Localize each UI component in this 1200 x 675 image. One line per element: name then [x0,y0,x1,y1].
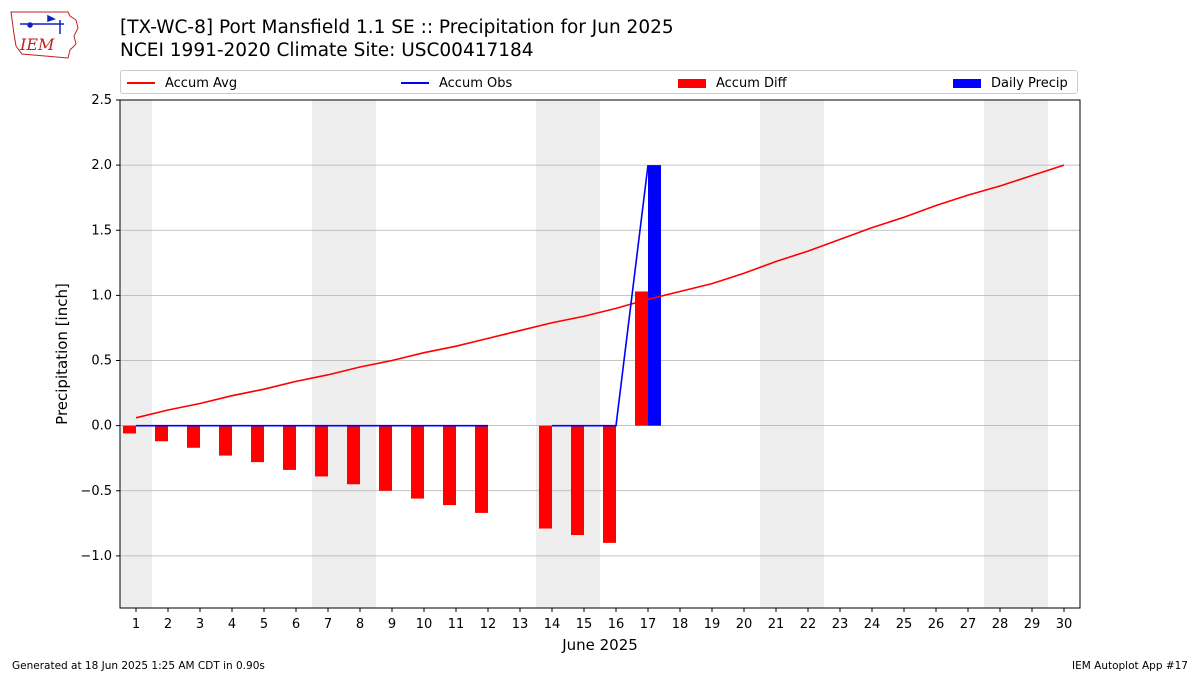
x-tick-label-28: 28 [992,617,1009,632]
weekend-shade-day-28 [984,100,1016,608]
x-axis-label: June 2025 [561,636,638,654]
x-tick-label-22: 22 [800,617,817,632]
legend-swatch-accum-avg [127,82,155,84]
accum-diff-bar-day-16 [603,425,616,543]
accum-diff-bar-day-15 [571,425,584,536]
x-tick-label-14: 14 [544,617,561,632]
x-tick-label-6: 6 [292,617,300,632]
x-tick-label-16: 16 [608,617,625,632]
x-tick-label-4: 4 [228,617,236,632]
x-tick-label-12: 12 [480,617,497,632]
accum-diff-bar-day-1 [123,425,136,434]
accum-diff-bar-day-4 [219,425,232,456]
legend-swatch-daily-precip [953,78,981,88]
x-tick-label-9: 9 [388,617,396,632]
x-tick-label-26: 26 [928,617,945,632]
x-tick-label-25: 25 [896,617,913,632]
weekend-shade-day-22 [792,100,824,608]
x-tick-label-27: 27 [960,617,977,632]
x-tick-label-5: 5 [260,617,268,632]
accum-diff-bar-day-11 [443,425,456,506]
legend-label-accum-obs: Accum Obs [439,75,513,91]
accum-diff-bar-day-10 [411,425,424,499]
x-tick-label-24: 24 [864,617,881,632]
y-tick-label-4: 1.0 [91,288,112,303]
weekend-shade-day-21 [760,100,792,608]
accum-diff-bar-day-3 [187,425,200,448]
accum-diff-bar-day-7 [315,425,328,477]
y-axis-label: Precipitation [inch] [53,283,71,425]
x-tick-label-8: 8 [356,617,364,632]
logo-text: IEM [19,35,55,54]
accum-diff-bar-day-17 [635,291,648,426]
x-tick-label-23: 23 [832,617,849,632]
y-tick-label-2: 0.0 [91,419,112,434]
weekend-shade-day-1 [120,100,152,608]
accum-diff-bar-day-8 [347,425,360,485]
legend-label-daily-precip: Daily Precip [991,75,1068,91]
x-tick-label-19: 19 [704,617,721,632]
x-tick-label-13: 13 [512,617,529,632]
x-tick-label-15: 15 [576,617,593,632]
y-tick-label-5: 1.5 [91,223,112,238]
legend-swatch-accum-obs [401,82,429,84]
legend-item-accum-avg: Accum Avg [127,74,237,92]
x-tick-label-30: 30 [1056,617,1073,632]
x-tick-label-18: 18 [672,617,689,632]
y-tick-label-1: −0.5 [80,484,112,499]
weekend-shade-day-29 [1016,100,1048,608]
y-tick-label-0: −1.0 [80,549,112,564]
legend-item-accum-obs: Accum Obs [401,74,512,92]
accum-diff-bar-day-9 [379,425,392,491]
legend-item-daily-precip: Daily Precip [953,74,1068,92]
accum-obs-line-segment-2 [552,165,649,427]
x-tick-label-21: 21 [768,617,785,632]
daily-precip-bar-day-17 [648,165,661,426]
weather-station-icon [20,14,64,34]
weekend-shade-day-8 [344,100,376,608]
x-tick-label-20: 20 [736,617,753,632]
x-tick-label-7: 7 [324,617,332,632]
x-tick-label-1: 1 [132,617,140,632]
chart-title: [TX-WC-8] Port Mansfield 1.1 SE :: Preci… [120,17,674,38]
legend-label-accum-diff: Accum Diff [716,75,787,91]
plot-area-frame [119,99,1081,609]
accum-diff-bar-day-6 [283,425,296,470]
app-credit: IEM Autoplot App #17 [1072,660,1188,672]
x-tick-label-2: 2 [164,617,172,632]
x-tick-label-17: 17 [640,617,657,632]
y-tick-label-3: 0.5 [91,354,112,369]
iem-logo: IEM [10,11,79,59]
chart-subtitle: NCEI 1991-2020 Climate Site: USC00417184 [120,40,534,61]
legend-item-accum-diff: Accum Diff [678,74,787,92]
x-tick-label-29: 29 [1024,617,1041,632]
generated-timestamp: Generated at 18 Jun 2025 1:25 AM CDT in … [12,660,265,672]
accum-diff-bar-day-12 [475,425,488,513]
accum-avg-line [135,164,1065,419]
y-tick-label-6: 2.0 [91,158,112,173]
y-tick-label-7: 2.5 [91,93,112,108]
accum-diff-bar-day-5 [251,425,264,463]
legend-swatch-accum-diff [678,78,706,88]
x-tick-label-10: 10 [416,617,433,632]
weekend-shade-day-14 [536,100,568,608]
accum-diff-bar-day-14 [539,425,552,529]
x-tick-label-3: 3 [196,617,204,632]
legend-label-accum-avg: Accum Avg [165,75,238,91]
x-tick-label-11: 11 [448,617,465,632]
chart-legend: Accum Avg Accum Obs Accum Diff Daily Pre… [120,70,1078,94]
weekend-shade-day-7 [312,100,344,608]
accum-diff-bar-day-2 [155,425,168,442]
